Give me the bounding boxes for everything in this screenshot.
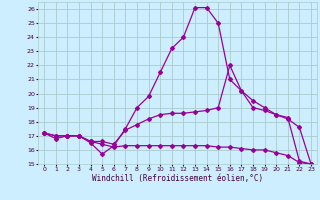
X-axis label: Windchill (Refroidissement éolien,°C): Windchill (Refroidissement éolien,°C) bbox=[92, 174, 263, 183]
